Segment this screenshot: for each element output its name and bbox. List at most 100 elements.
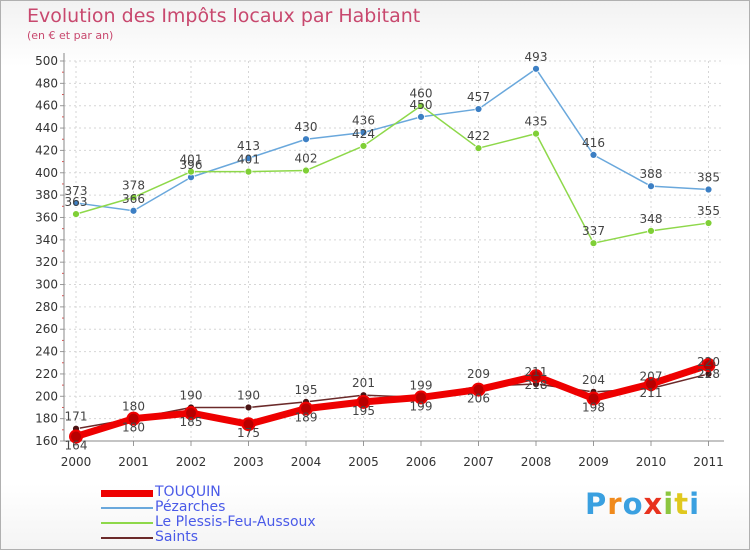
data-label: 416 bbox=[582, 136, 605, 150]
data-label: 220 bbox=[697, 355, 720, 369]
data-label: 337 bbox=[582, 224, 605, 238]
data-label: 378 bbox=[122, 178, 145, 192]
data-label: 198 bbox=[582, 401, 605, 415]
proxiti-logo: Proxiti bbox=[585, 487, 700, 521]
data-label: 207 bbox=[640, 369, 663, 383]
data-point bbox=[417, 112, 425, 121]
y-tick-label: 180 bbox=[35, 412, 58, 426]
data-label: 190 bbox=[237, 388, 260, 402]
data-point bbox=[417, 101, 425, 110]
data-label: 228 bbox=[697, 367, 720, 381]
data-label: 204 bbox=[582, 373, 605, 387]
data-point bbox=[184, 406, 198, 421]
logo-letter: r bbox=[607, 487, 623, 521]
data-label: 164 bbox=[65, 439, 88, 453]
data-label: 401 bbox=[237, 153, 260, 167]
data-label: 373 bbox=[65, 184, 88, 198]
legend-label: Pézarches bbox=[155, 499, 226, 515]
data-label: 175 bbox=[237, 426, 260, 440]
data-point bbox=[72, 210, 80, 219]
x-tick-label: 2006 bbox=[406, 455, 437, 469]
data-label: 413 bbox=[237, 139, 260, 153]
data-point bbox=[701, 358, 716, 372]
data-point bbox=[586, 391, 601, 406]
data-label: 180 bbox=[122, 400, 145, 414]
x-tick-label: 2008 bbox=[521, 455, 552, 469]
legend-label: TOUQUIN bbox=[155, 484, 221, 500]
x-tick-label: 2001 bbox=[118, 455, 149, 469]
x-tick-label: 2000 bbox=[61, 455, 92, 469]
series-line-le-plessis-feu-aussoux bbox=[75, 104, 710, 244]
data-label: 199 bbox=[410, 378, 433, 392]
y-tick-label: 340 bbox=[35, 233, 58, 247]
data-point bbox=[359, 128, 368, 137]
logo-letter: i bbox=[663, 487, 675, 521]
data-point bbox=[356, 394, 371, 409]
y-tick-label: 420 bbox=[35, 143, 58, 157]
x-tick-label: 2009 bbox=[578, 455, 609, 469]
y-tick-label: 220 bbox=[35, 367, 58, 381]
legend-swatch bbox=[101, 490, 153, 497]
y-tick-label: 480 bbox=[35, 76, 58, 90]
data-label: 363 bbox=[65, 195, 88, 209]
data-point bbox=[69, 429, 83, 444]
data-point bbox=[299, 401, 313, 416]
data-label: 209 bbox=[467, 367, 490, 381]
y-tick-label: 160 bbox=[35, 434, 58, 448]
data-label: 388 bbox=[640, 167, 663, 181]
y-tick-label: 440 bbox=[35, 121, 58, 135]
y-tick-label: 260 bbox=[35, 322, 58, 336]
logo-letter: t bbox=[674, 487, 690, 521]
data-point bbox=[704, 219, 713, 227]
data-label: 201 bbox=[352, 376, 375, 390]
data-label: 195 bbox=[352, 404, 375, 418]
logo-letter: x bbox=[643, 487, 664, 521]
data-label: 190 bbox=[180, 388, 203, 402]
data-point bbox=[126, 411, 141, 426]
data-label: 211 bbox=[525, 365, 548, 379]
x-tick-label: 2004 bbox=[291, 455, 322, 469]
data-point bbox=[529, 369, 543, 384]
data-point bbox=[359, 142, 368, 150]
series-line-touquin bbox=[72, 361, 712, 441]
y-tick-label: 380 bbox=[35, 188, 58, 202]
legend-swatch bbox=[101, 507, 153, 509]
line-chart: 160 180 200 220 240 260 280 300 320 340 360 380 400 4… bbox=[35, 50, 724, 469]
data-label: 401 bbox=[180, 153, 203, 167]
data-labels: 373 366 396 413 430 436 450 457 493 416 388 385 363 3… bbox=[65, 50, 720, 453]
data-point bbox=[241, 417, 256, 432]
x-tick-label: 2007 bbox=[463, 455, 494, 469]
data-label: 199 bbox=[410, 399, 433, 413]
data-label: 396 bbox=[180, 158, 203, 172]
series-layer bbox=[69, 64, 716, 444]
legend-swatch bbox=[101, 537, 153, 539]
data-point bbox=[302, 135, 310, 144]
legend-label: Le Plessis-Feu-Aussoux bbox=[155, 514, 316, 530]
data-point bbox=[647, 226, 655, 235]
data-point bbox=[474, 144, 483, 153]
axes: 160 180 200 220 240 260 280 300 320 340 360 380 400 4… bbox=[35, 53, 724, 469]
data-label: 402 bbox=[295, 152, 318, 166]
data-label: 457 bbox=[467, 90, 490, 104]
logo-letter: o bbox=[622, 487, 644, 521]
data-label: 450 bbox=[410, 98, 433, 112]
x-tick-label: 2005 bbox=[348, 455, 379, 469]
data-label: 430 bbox=[295, 120, 318, 134]
chart-subtitle: (en € et par an) bbox=[27, 29, 114, 42]
series-line-p-zarches bbox=[75, 68, 710, 212]
y-tick-label: 460 bbox=[35, 99, 58, 113]
data-point bbox=[244, 167, 253, 176]
data-label: 185 bbox=[180, 415, 203, 429]
data-point bbox=[414, 390, 428, 405]
data-point bbox=[589, 150, 598, 159]
y-tick-label: 360 bbox=[35, 210, 58, 224]
data-point bbox=[532, 129, 540, 138]
data-label: 385 bbox=[697, 171, 720, 185]
data-label: 180 bbox=[122, 421, 145, 435]
data-label: 218 bbox=[525, 378, 548, 392]
data-label: 460 bbox=[410, 87, 433, 101]
data-label: 493 bbox=[525, 50, 548, 64]
data-label: 189 bbox=[295, 411, 318, 425]
x-tick-label: 2011 bbox=[693, 455, 724, 469]
